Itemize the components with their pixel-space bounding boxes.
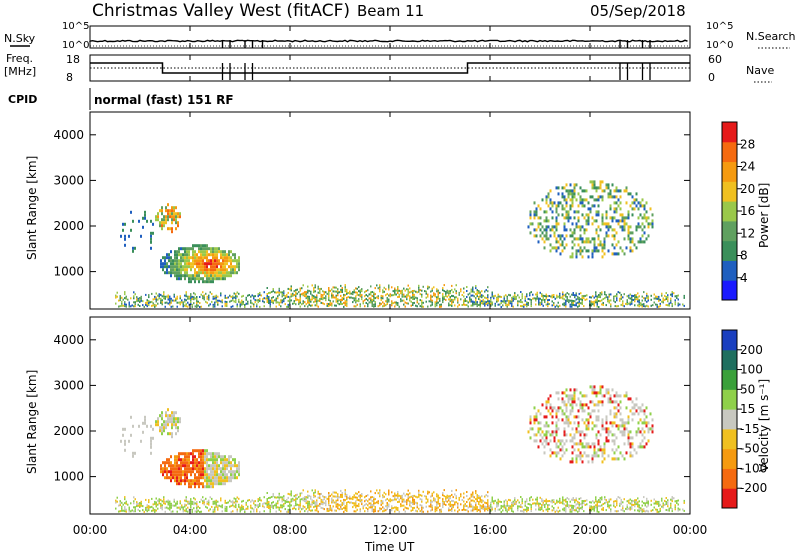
noise-tick-right-top: 10^5 <box>706 21 733 32</box>
beam-label: Beam 11 <box>357 2 424 20</box>
colorbar-swatch <box>722 220 737 242</box>
power-ylabel: Slant Range [km] <box>25 156 39 260</box>
colorbar-swatch <box>722 428 737 450</box>
ytick-label: 1000 <box>53 265 84 279</box>
colorbar-tick: 100 <box>740 363 763 377</box>
freq-label: Freq. <box>6 52 33 65</box>
nsky-label: N.Sky <box>4 32 36 45</box>
ytick-label: 3000 <box>53 173 84 187</box>
colorbar-tick: 28 <box>740 137 755 151</box>
colorbar-swatch <box>722 349 737 371</box>
colorbar-tick: 8 <box>740 249 748 263</box>
xtick-label: 16:00 <box>473 523 508 537</box>
colorbar-tick: -200 <box>740 481 767 495</box>
freq-tick-top: 18 <box>66 53 80 66</box>
freq-unit-label: [MHz] <box>4 65 36 78</box>
colorbar-tick: -15 <box>740 422 760 436</box>
xtick-label: 00:00 <box>673 523 708 537</box>
power-colorbar: 28 24 20 16 12 8 4 <box>721 121 755 301</box>
noise-tick-left-bottom: 10^0 <box>62 40 89 51</box>
ytick-label: 4000 <box>53 333 84 347</box>
colorbar-tick: 16 <box>740 204 755 218</box>
time-axis: 00:00 04:00 08:00 12:00 16:00 20:00 00:00 <box>73 26 708 537</box>
colorbar-tick: 12 <box>740 226 755 240</box>
freq-trace <box>90 62 690 80</box>
velocity-yaxis: 4000 3000 2000 1000 <box>53 333 690 484</box>
colorbar-swatch <box>722 389 737 410</box>
colorbar-swatch <box>722 468 737 489</box>
noise-tick-right-bottom: 10^0 <box>706 40 733 51</box>
colorbar-swatch <box>722 201 737 222</box>
colorbar-tick: 15 <box>740 402 755 416</box>
colorbar-swatch <box>722 122 737 143</box>
power-yaxis: 4000 3000 2000 1000 <box>53 128 690 279</box>
colorbar-swatch <box>722 141 737 163</box>
cpid-label: CPID <box>8 93 37 106</box>
ytick-label: 4000 <box>53 128 84 142</box>
ytick-label: 1000 <box>53 470 84 484</box>
colorbar-tick: -50 <box>740 442 760 456</box>
ytick-label: 2000 <box>53 219 84 233</box>
colorbar-tick: 50 <box>740 382 755 396</box>
colorbar-swatch <box>722 409 737 430</box>
velocity-ylabel: Slant Range [km] <box>25 370 39 474</box>
colorbar-swatch <box>722 260 737 281</box>
ytick-label: 2000 <box>53 424 84 438</box>
xtick-label: 20:00 <box>573 523 608 537</box>
xtick-label: 08:00 <box>273 523 308 537</box>
power-colorbar-label: Power [dB] <box>757 183 771 248</box>
date-label: 05/Sep/2018 <box>590 2 686 20</box>
colorbar-tick: 200 <box>740 343 763 357</box>
colorbar-swatch <box>722 181 737 202</box>
colorbar-swatch <box>722 488 737 509</box>
velocity-colorbar: 200 100 50 15 -15 -50 -100 -200 <box>721 329 767 509</box>
xaxis-label: Time UT <box>364 540 415 554</box>
colorbar-swatch <box>722 240 737 261</box>
nave-tick-top: 60 <box>708 53 722 66</box>
colorbar-tick: 24 <box>740 160 755 174</box>
colorbar-swatch <box>722 280 737 301</box>
colorbar-swatch <box>722 448 737 469</box>
xtick-label: 12:00 <box>373 523 408 537</box>
power-data <box>115 180 685 308</box>
velocity-colorbar-label: Velocity [m s⁻¹] <box>757 379 771 472</box>
colorbar-tick: -100 <box>740 461 767 475</box>
colorbar-swatch <box>722 330 737 351</box>
plot-title: Christmas Valley West (fitACF) <box>92 1 350 21</box>
colorbar-tick: 20 <box>740 182 755 196</box>
colorbar-swatch <box>722 161 737 182</box>
nsearch-label: N.Search <box>746 30 796 43</box>
ytick-label: 3000 <box>53 378 84 392</box>
cpid-text: normal (fast) 151 RF <box>94 93 234 107</box>
colorbar-swatch <box>722 369 737 390</box>
velocity-data <box>115 385 685 513</box>
xtick-label: 04:00 <box>173 523 208 537</box>
noise-tick-left-top: 10^5 <box>62 21 89 32</box>
freq-tick-bottom: 8 <box>66 71 73 84</box>
nave-tick-bottom: 0 <box>708 71 715 84</box>
xtick-label: 00:00 <box>73 523 108 537</box>
colorbar-tick: 4 <box>740 271 748 285</box>
nave-label: Nave <box>746 64 774 77</box>
